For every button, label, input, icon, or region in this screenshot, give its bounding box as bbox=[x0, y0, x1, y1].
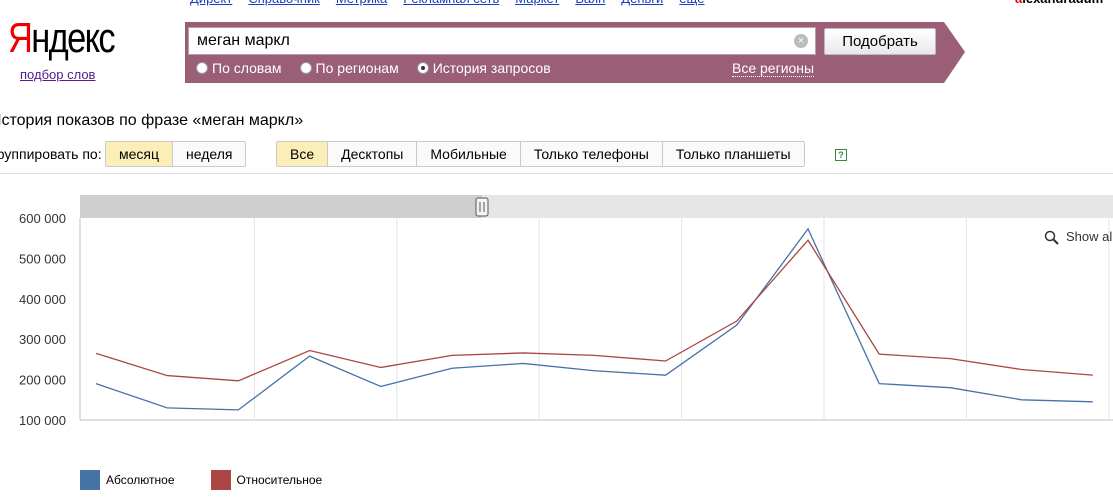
search-input[interactable]: меган маркл bbox=[188, 27, 816, 55]
radio-icon bbox=[416, 62, 429, 74]
legend-swatch bbox=[210, 470, 231, 490]
y-tick-label: 400 000 bbox=[19, 292, 66, 307]
y-tick-label: 600 000 bbox=[19, 211, 66, 226]
show-all-button[interactable]: Show all bbox=[1044, 229, 1113, 245]
data-point-1[interactable] bbox=[447, 350, 457, 360]
device-option-0[interactable]: Все bbox=[277, 142, 328, 166]
data-point-1[interactable] bbox=[162, 371, 172, 381]
data-point-0[interactable] bbox=[447, 363, 457, 373]
service-link-1[interactable]: Справочник bbox=[248, 0, 320, 6]
device-option-4[interactable]: Только планшеты bbox=[661, 142, 804, 166]
data-point-0[interactable] bbox=[803, 224, 813, 234]
radio-option-2[interactable]: История запросов bbox=[416, 60, 551, 76]
legend-label: Относительное bbox=[236, 473, 323, 487]
grouping-toggle: месяц неделя bbox=[105, 141, 247, 167]
service-link-6[interactable]: Деньги bbox=[621, 0, 663, 6]
page-title: История показов по фразе «меган маркл» bbox=[0, 112, 304, 129]
data-point-1[interactable] bbox=[1088, 370, 1098, 380]
data-point-1[interactable] bbox=[732, 316, 742, 326]
y-tick-label: 200 000 bbox=[19, 373, 66, 388]
grouping-option-0[interactable]: месяц bbox=[106, 142, 173, 166]
data-point-1[interactable] bbox=[661, 356, 671, 366]
data-point-1[interactable] bbox=[874, 349, 884, 359]
services-nav: Директ Справочник Метрика Рекламная сеть Мар… bbox=[190, 0, 704, 6]
radio-option-1[interactable]: По регионам bbox=[299, 60, 399, 76]
navigator-handle-box[interactable] bbox=[475, 197, 489, 217]
data-point-1[interactable] bbox=[376, 362, 386, 372]
device-option-1[interactable]: Десктопы bbox=[327, 142, 416, 166]
grouping-option-1[interactable]: неделя bbox=[172, 142, 245, 166]
y-tick-label: 500 000 bbox=[19, 251, 66, 266]
radio-label: История запросов bbox=[432, 60, 551, 76]
data-point-1[interactable] bbox=[945, 354, 955, 364]
data-point-0[interactable] bbox=[518, 358, 528, 368]
data-point-1[interactable] bbox=[1017, 365, 1027, 375]
data-point-0[interactable] bbox=[1017, 395, 1027, 405]
data-point-1[interactable] bbox=[233, 376, 243, 386]
legend-item-0[interactable]: Абсолютное bbox=[80, 470, 175, 490]
data-point-0[interactable] bbox=[91, 379, 101, 389]
navigator-selection bbox=[80, 195, 482, 218]
radio-icon bbox=[299, 62, 312, 74]
service-link-7[interactable]: ещё bbox=[679, 0, 704, 6]
service-link-3[interactable]: Рекламная сеть bbox=[403, 0, 499, 6]
data-point-0[interactable] bbox=[376, 381, 386, 391]
chart-legend: Абсолютное Относительное bbox=[80, 470, 322, 490]
data-point-0[interactable] bbox=[162, 403, 172, 413]
legend-item-1[interactable]: Относительное bbox=[210, 470, 323, 490]
series-line-1 bbox=[95, 239, 1093, 382]
y-tick-label: 300 000 bbox=[19, 332, 66, 347]
radio-icon bbox=[196, 62, 208, 74]
data-point-1[interactable] bbox=[518, 348, 528, 358]
zoom-icon-handle bbox=[1052, 238, 1059, 245]
data-point-0[interactable] bbox=[233, 405, 243, 415]
regions-link[interactable]: Все регионы bbox=[732, 60, 815, 77]
data-point-0[interactable] bbox=[661, 370, 671, 380]
data-point-1[interactable] bbox=[305, 346, 315, 356]
service-link-4[interactable]: Маркет bbox=[515, 0, 559, 6]
zoom-icon bbox=[1044, 230, 1056, 242]
device-option-2[interactable]: Мобильные bbox=[416, 142, 520, 166]
yandex-logo[interactable]: Яндекс bbox=[8, 14, 116, 61]
data-point-1[interactable] bbox=[91, 348, 101, 358]
data-point-0[interactable] bbox=[874, 379, 884, 389]
y-tick-label: 100 000 bbox=[19, 413, 66, 428]
radio-label: По словам bbox=[212, 60, 282, 76]
data-point-0[interactable] bbox=[1088, 397, 1098, 407]
radio-option-0[interactable]: По словам bbox=[196, 60, 282, 76]
device-filter: Все Десктопы Мобильные Только телефоны Тольк… bbox=[276, 141, 805, 167]
show-all-label: Show all bbox=[1066, 229, 1113, 244]
username[interactable]: alexandradum bbox=[1015, 0, 1103, 6]
service-link-0[interactable]: Директ bbox=[190, 0, 232, 6]
radio-label: По регионам bbox=[315, 60, 399, 76]
help-icon[interactable]: ? bbox=[835, 149, 847, 161]
divider bbox=[0, 173, 1113, 174]
navigator-handle[interactable] bbox=[475, 197, 489, 217]
service-link-5[interactable]: Баян bbox=[575, 0, 605, 6]
legend-swatch bbox=[80, 470, 100, 490]
legend-label: Абсолютное bbox=[106, 473, 175, 487]
service-name-link[interactable]: подбор слов bbox=[20, 67, 96, 82]
data-point-1[interactable] bbox=[589, 350, 599, 360]
search-button[interactable]: Подобрать bbox=[824, 28, 936, 55]
service-link-2[interactable]: Метрика bbox=[336, 0, 387, 6]
device-option-3[interactable]: Только телефоны bbox=[519, 142, 662, 166]
series-line-0 bbox=[95, 227, 1093, 411]
clear-icon[interactable]: × bbox=[794, 34, 808, 48]
grouping-label: Группировать по: bbox=[0, 146, 102, 162]
search-mode-radios: По словам По регионам История запросов bbox=[196, 60, 551, 76]
data-point-1[interactable] bbox=[803, 235, 813, 245]
data-point-0[interactable] bbox=[945, 383, 955, 393]
data-point-0[interactable] bbox=[589, 366, 599, 376]
